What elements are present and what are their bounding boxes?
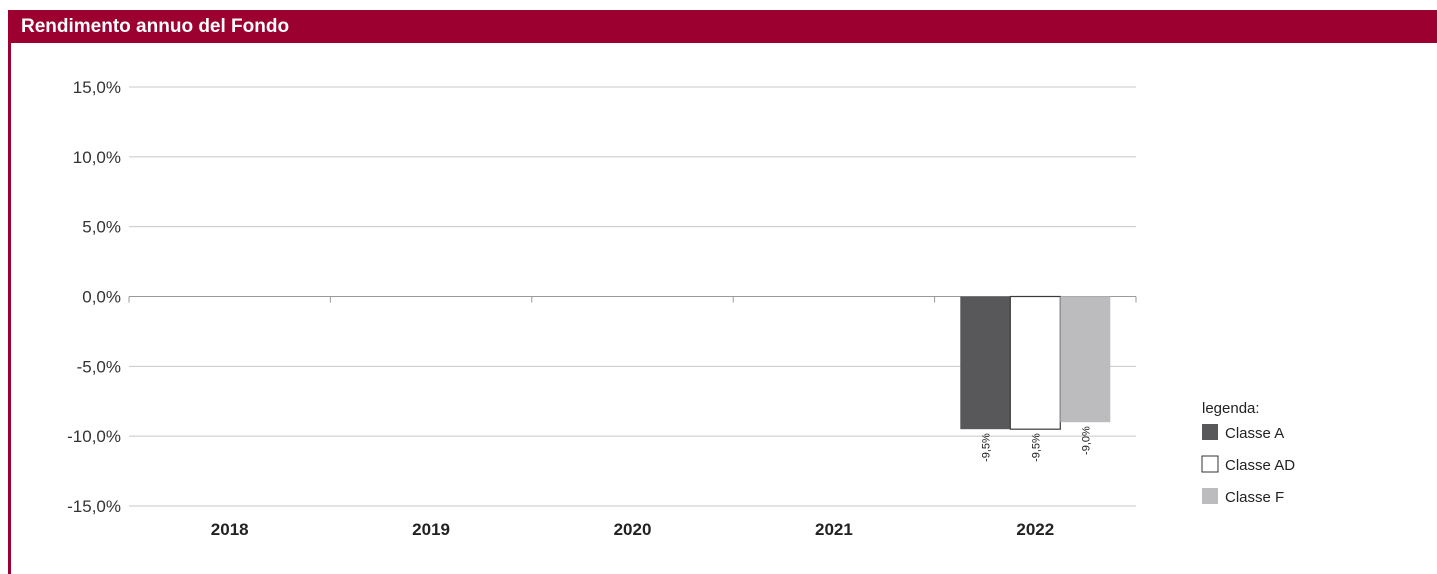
y-tick-label: -5,0% [77, 357, 121, 376]
legend-label: Classe A [1225, 425, 1284, 442]
x-category-label: 2022 [1016, 520, 1054, 539]
legend-label: Classe AD [1225, 457, 1295, 474]
y-tick-label: 15,0% [73, 78, 121, 97]
legend-swatch [1201, 455, 1219, 473]
x-category-label: 2019 [412, 520, 450, 539]
legend-title: legenda: [1202, 400, 1260, 417]
y-tick-label: -10,0% [67, 427, 121, 446]
chart-title: Rendimento annuo del Fondo [21, 16, 290, 37]
chart-header: Rendimento annuo del Fondo [11, 10, 1437, 43]
legend-swatch [1202, 488, 1218, 504]
x-category-label: 2021 [815, 520, 853, 539]
y-tick-label: 5,0% [82, 218, 121, 237]
y-tick-label: 0,0% [82, 288, 121, 307]
legend-swatch [1202, 424, 1218, 440]
bar-classe-f [1060, 296, 1111, 423]
y-tick-label: -15,0% [67, 497, 121, 516]
x-category-label: 2020 [614, 520, 652, 539]
bar-classe-ad [1009, 295, 1061, 430]
legend-label: Classe F [1225, 489, 1284, 506]
bar-data-label: -9,5% [980, 433, 992, 462]
x-category-label: 2018 [211, 520, 249, 539]
chart-card: Rendimento annuo del Fondo [8, 10, 1437, 574]
bar-data-label: -9,0% [1080, 426, 1092, 455]
y-tick-label: 10,0% [73, 148, 121, 167]
bar-classe-a [960, 296, 1011, 430]
bar-data-label: -9,5% [1030, 433, 1042, 462]
